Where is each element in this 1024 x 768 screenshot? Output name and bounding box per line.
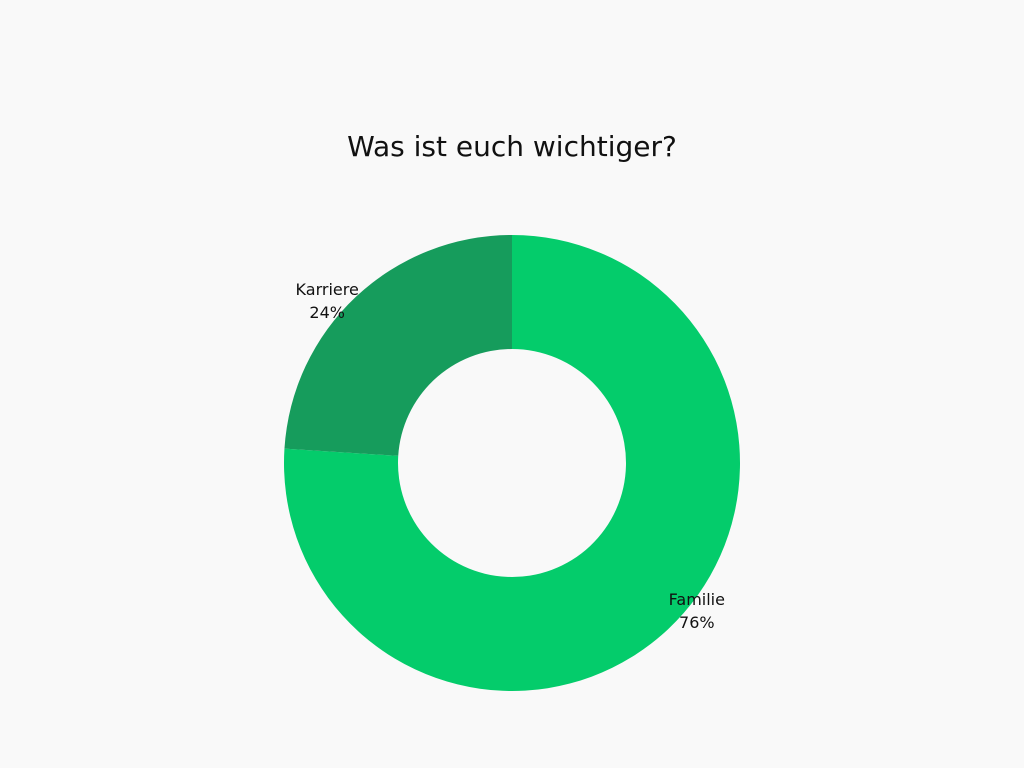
slice-familie	[283, 235, 741, 691]
slice-category-label: Karriere	[296, 280, 359, 299]
slice-value-label: 24%	[309, 303, 345, 322]
slice-value-label: 76%	[679, 613, 715, 632]
slice-label-familie: Familie 76%	[669, 590, 725, 632]
slice-category-label: Familie	[669, 590, 725, 609]
slice-karriere	[284, 235, 512, 456]
slice-label-karriere: Karriere 24%	[296, 280, 359, 322]
chart-title: Was ist euch wichtiger?	[347, 130, 677, 163]
